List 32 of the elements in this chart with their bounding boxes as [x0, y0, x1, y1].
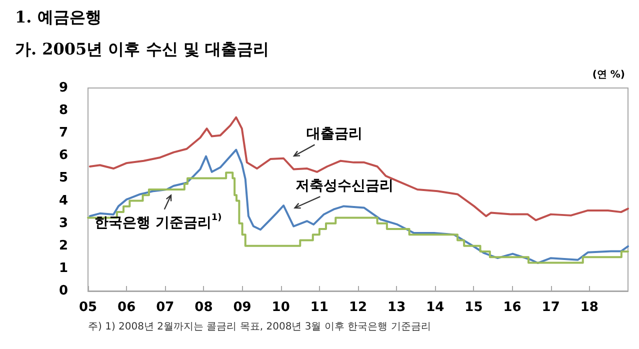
x-tick-label: 15 — [464, 300, 483, 315]
y-axis-title: (연 %) — [592, 70, 626, 80]
y-tick-label: 9 — [58, 80, 68, 96]
y-tick-label: 5 — [58, 170, 68, 186]
x-tick-label: 14 — [426, 300, 444, 315]
x-tick-label: 18 — [580, 300, 598, 315]
y-tick-label: 0 — [58, 284, 68, 298]
x-tick-label: 09 — [233, 300, 252, 315]
annotation: 한국은행 기준금리$^{1)}$ — [94, 212, 222, 231]
x-tick-label: 06 — [118, 300, 136, 315]
y-tick-label: 4 — [58, 193, 68, 208]
y-tick-label: 2 — [58, 238, 68, 254]
y-tick-label: 7 — [58, 126, 68, 141]
line-series — [88, 148, 629, 264]
y-tick-label: 3 — [58, 216, 68, 231]
text: 주) 1) 2008년 2월까지는 콜금리 목표, 2008년 3월 이후 한국은행 기준금리 — [88, 322, 431, 332]
y-tick-label: 1 — [58, 260, 68, 276]
x-tick-label: 10 — [272, 300, 290, 315]
y-tick-label: 6 — [58, 148, 68, 164]
x-tick-label: 12 — [348, 300, 368, 315]
x-tick-label: 13 — [388, 300, 406, 315]
x-tick-label: 17 — [542, 300, 560, 315]
x-tick-label: 05 — [78, 300, 98, 315]
annotation: 저축성수신금리 — [296, 178, 394, 194]
x-tick-label: 11 — [310, 300, 328, 315]
y-tick-label: 8 — [58, 103, 68, 118]
chart-subtitle: 가. 2005년 이후 수신 및 대출금리 — [15, 40, 269, 58]
chart-title: 1. 예금은행 — [15, 8, 102, 26]
x-tick-label: 08 — [194, 300, 213, 315]
annotation: 대출금리 — [306, 126, 362, 142]
x-tick-label: 16 — [503, 300, 522, 315]
x-tick-label: 07 — [156, 300, 174, 315]
